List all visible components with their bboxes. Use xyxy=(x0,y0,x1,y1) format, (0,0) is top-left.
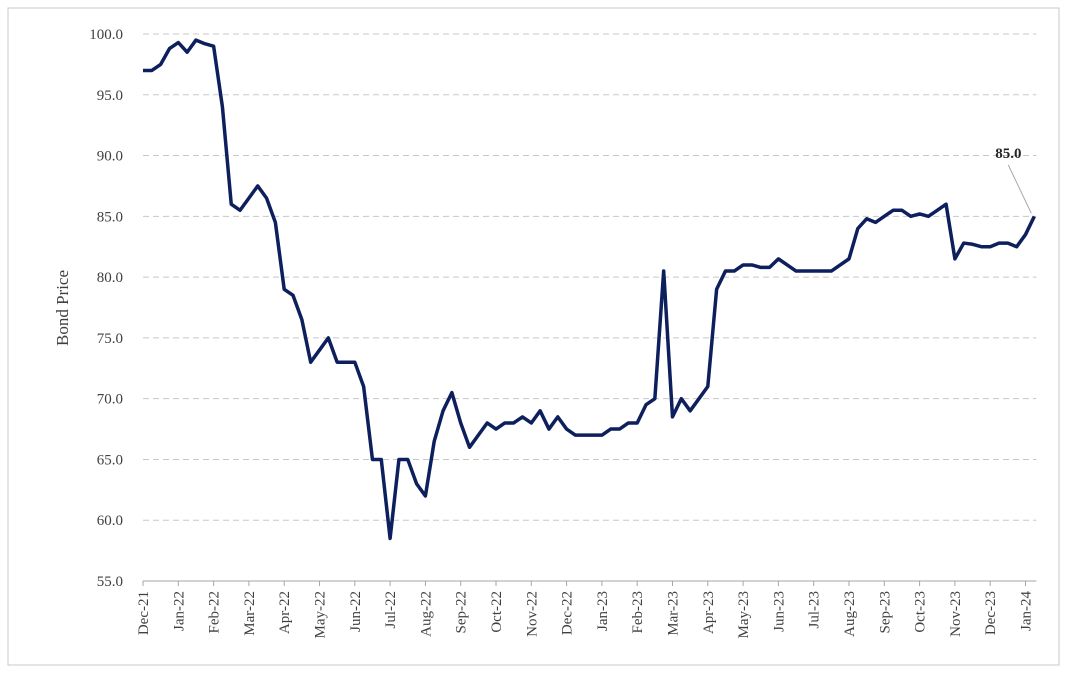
x-tick-label: Feb-22 xyxy=(207,591,223,634)
x-tick-label: Dec-21 xyxy=(136,591,152,635)
y-tick-label: 95.0 xyxy=(97,88,123,104)
x-tick-label: Feb-23 xyxy=(630,591,646,634)
x-tick-label: Jul-22 xyxy=(383,591,399,629)
x-tick-label: Nov-22 xyxy=(524,591,540,637)
y-tick-label: 80.0 xyxy=(97,270,123,286)
y-axis-label: Bond Price xyxy=(53,270,72,346)
y-tick-label: 60.0 xyxy=(97,513,123,529)
y-tick-label: 75.0 xyxy=(97,331,123,347)
x-tick-label: Nov-23 xyxy=(948,591,964,637)
x-tick-label: Jan-23 xyxy=(595,591,611,631)
x-tick-label: Aug-23 xyxy=(842,591,858,637)
annotation-leader xyxy=(1007,164,1032,214)
x-tick-label: Mar-22 xyxy=(242,591,258,636)
x-tick-label: Apr-23 xyxy=(701,591,717,634)
x-tick-label: Apr-22 xyxy=(277,591,293,634)
annotation: 85.0 xyxy=(995,146,1021,162)
x-tick-label: Jan-24 xyxy=(1019,591,1035,631)
y-tick-label: 85.0 xyxy=(97,209,123,225)
x-tick-label: Aug-22 xyxy=(418,591,434,637)
x-tick-label: Jan-22 xyxy=(171,591,187,631)
x-tick-label: Dec-23 xyxy=(983,591,999,635)
x-tick-label: Dec-22 xyxy=(560,591,576,635)
x-tick-label: Jul-23 xyxy=(807,591,823,629)
x-tick-label: Jun-23 xyxy=(771,591,787,632)
x-tick-label: Jun-22 xyxy=(348,591,364,632)
x-tick-label: Oct-23 xyxy=(913,591,929,633)
x-tick-label: Sep-22 xyxy=(454,591,470,634)
y-tick-label: 65.0 xyxy=(97,452,123,468)
x-tick-label: May-23 xyxy=(736,591,752,639)
x-tick-label: May-22 xyxy=(313,591,329,639)
y-tick-label: 55.0 xyxy=(97,574,123,590)
y-tick-label: 90.0 xyxy=(97,149,123,165)
x-tick-label: Oct-22 xyxy=(489,591,505,633)
x-tick-label: Mar-23 xyxy=(666,591,682,636)
y-tick-label: 70.0 xyxy=(97,392,123,408)
frame xyxy=(7,7,1060,666)
y-tick-label: 100.0 xyxy=(89,27,123,43)
line xyxy=(143,38,1036,541)
x-tick-label: Sep-23 xyxy=(877,591,893,634)
